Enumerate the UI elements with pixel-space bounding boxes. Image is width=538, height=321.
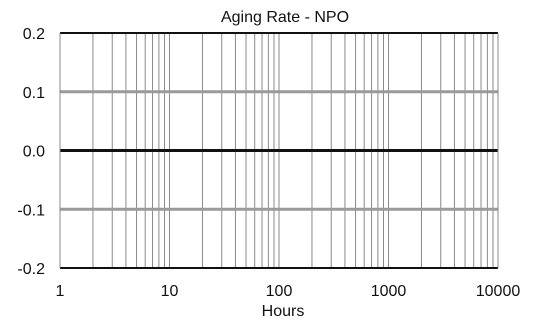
x-axis-title: Hours xyxy=(262,303,305,320)
x-tick-label: 100 xyxy=(266,283,293,300)
x-tick-label: 10000 xyxy=(476,283,521,300)
y-tick-label: -0.2 xyxy=(17,261,45,278)
x-tick-labels: 1 10 100 1000 10000 xyxy=(56,283,521,300)
chart-title: Aging Rate - NPO xyxy=(221,9,349,26)
frame-layer xyxy=(59,32,499,269)
y-tick-label: 0.0 xyxy=(23,144,45,161)
y-tick-label: -0.1 xyxy=(17,202,45,219)
x-tick-label: 10 xyxy=(161,283,179,300)
x-tick-label: 1000 xyxy=(371,283,407,300)
y-tick-labels: 0.2 0.1 0.0 -0.1 -0.2 xyxy=(17,26,45,278)
x-tick-label: 1 xyxy=(56,283,65,300)
y-tick-label: 0.2 xyxy=(23,26,45,43)
y-tick-label: 0.1 xyxy=(23,85,45,102)
